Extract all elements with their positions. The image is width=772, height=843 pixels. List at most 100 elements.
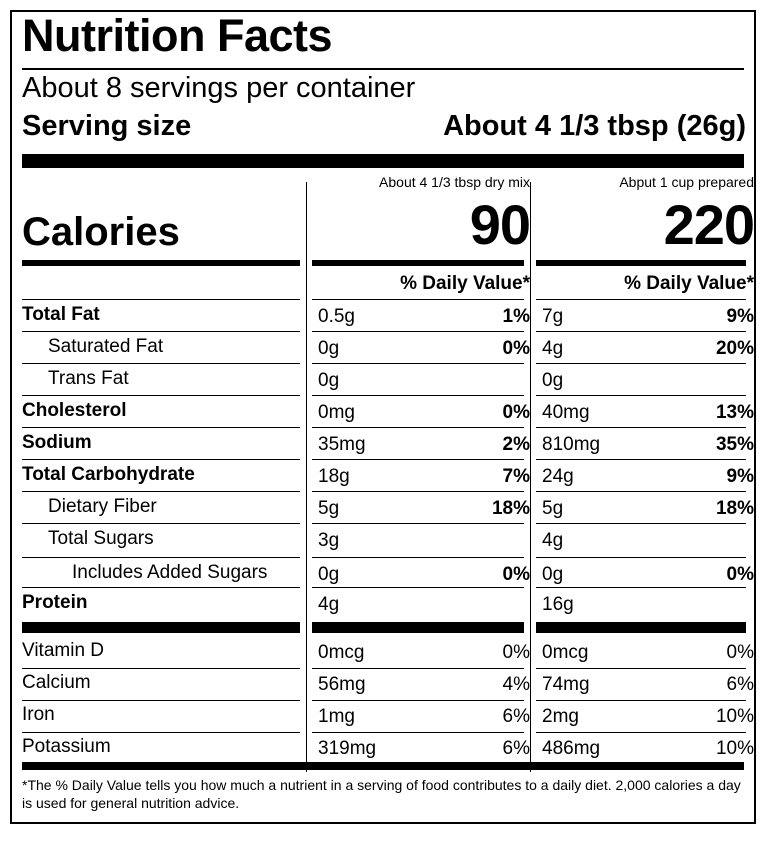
column-1-dv-header: % Daily Value*	[400, 273, 530, 294]
row-rule-head-0	[22, 299, 300, 300]
row-rule-head-1	[312, 299, 524, 300]
vitamin-col2-dv: 10%	[715, 706, 754, 727]
row-rule-0-1	[312, 331, 524, 332]
vitamin-col1-dv: 6%	[502, 738, 530, 759]
row-rule-5-0	[22, 491, 300, 492]
column-1-calories: 90	[469, 193, 531, 256]
calories-rule-col2	[536, 260, 746, 266]
vitamin-col1-dv: 4%	[502, 674, 530, 695]
vitamin-name: Calcium	[22, 672, 91, 693]
row-rule-2-1	[312, 395, 524, 396]
vitamin-col1-amount: 1mg	[318, 706, 355, 727]
vit-rule-2-1	[312, 732, 524, 733]
vitamin-col1-dv: 0%	[502, 642, 530, 663]
vit-rule-0-2	[536, 668, 746, 669]
nutrient-col1-amount: 35mg	[318, 434, 366, 455]
vitamin-col1-amount: 0mcg	[318, 642, 365, 663]
row-rule-3-1	[312, 427, 524, 428]
column-1-header: About 4 1/3 tbsp dry mix	[379, 174, 530, 190]
nutrient-col2-amount: 810mg	[542, 434, 601, 455]
row-rule-4-1	[312, 459, 524, 460]
vit-rule-2-0	[22, 732, 300, 733]
nutrient-name: Includes Added Sugars	[72, 562, 268, 583]
vitamin-col2-amount: 0mcg	[542, 642, 589, 663]
nutrient-col2-dv: 9%	[726, 466, 754, 487]
nutrient-col2-dv: 35%	[715, 434, 754, 455]
nutrient-col2-amount: 7g	[542, 306, 564, 327]
nutrient-col2-amount: 4g	[542, 530, 564, 551]
nutrient-name: Total Carbohydrate	[22, 464, 195, 485]
nutrient-name: Protein	[22, 592, 88, 613]
vitamin-col2-dv: 6%	[726, 674, 754, 695]
row-rule-3-2	[536, 427, 746, 428]
row-rule-0-2	[536, 331, 746, 332]
nutrient-col2-dv: 13%	[715, 402, 754, 423]
nutrient-name: Dietary Fiber	[48, 496, 157, 517]
nutrient-col1-amount: 4g	[318, 594, 340, 615]
nutrient-name: Total Fat	[22, 304, 100, 325]
nutrient-col2-amount: 24g	[542, 466, 574, 487]
nutrient-col1-dv: 0%	[502, 564, 530, 585]
row-rule-8-2	[536, 587, 746, 588]
vitamin-name: Vitamin D	[22, 640, 105, 661]
column-2-header: Abput 1 cup prepared	[619, 174, 754, 190]
row-rule-4-2	[536, 459, 746, 460]
row-rule-head-2	[536, 299, 746, 300]
vit-rule-2-2	[536, 732, 746, 733]
row-rule-2-2	[536, 395, 746, 396]
nutrient-col1-amount: 18g	[318, 466, 350, 487]
row-rule-7-0	[22, 557, 300, 558]
thick-rule-bottom	[22, 762, 744, 770]
row-rule-8-1	[312, 587, 524, 588]
vitamin-name: Potassium	[22, 736, 111, 757]
vitamins-rule-col1	[312, 622, 524, 633]
nutrient-col2-dv: 0%	[726, 564, 754, 585]
row-rule-3-0	[22, 427, 300, 428]
nutrient-name: Saturated Fat	[48, 336, 164, 357]
row-rule-5-2	[536, 491, 746, 492]
row-rule-7-1	[312, 557, 524, 558]
label-title: Nutrition Facts	[22, 10, 333, 61]
servings-per-container: About 8 servings per container	[22, 72, 416, 104]
thick-rule-top	[22, 154, 744, 168]
row-rule-5-1	[312, 491, 524, 492]
column-2-dv-header: % Daily Value*	[624, 273, 754, 294]
nutrient-col1-dv: 0%	[502, 338, 530, 359]
nutrient-col1-dv: 7%	[502, 466, 530, 487]
nutrient-col2-amount: 4g	[542, 338, 564, 359]
nutrient-name: Total Sugars	[48, 528, 154, 549]
nutrient-name: Cholesterol	[22, 400, 127, 421]
vitamins-rule-label	[22, 622, 300, 633]
vitamin-col2-amount: 486mg	[542, 738, 601, 759]
nutrient-col2-amount: 0g	[542, 564, 564, 585]
vitamin-col1-amount: 56mg	[318, 674, 366, 695]
column-divider-2	[530, 182, 531, 772]
nutrient-col2-amount: 16g	[542, 594, 574, 615]
vitamin-col1-dv: 6%	[502, 706, 530, 727]
row-rule-4-0	[22, 459, 300, 460]
nutrient-col1-dv: 1%	[502, 306, 530, 327]
nutrient-col1-amount: 0g	[318, 564, 340, 585]
nutrient-col2-amount: 0g	[542, 370, 564, 391]
nutrient-col1-dv: 18%	[491, 498, 530, 519]
vit-rule-1-0	[22, 700, 300, 701]
row-rule-1-2	[536, 363, 746, 364]
vit-rule-0-1	[312, 668, 524, 669]
serving-size-label: Serving size	[22, 110, 192, 142]
row-rule-6-1	[312, 523, 524, 524]
row-rule-8-0	[22, 587, 300, 588]
row-rule-6-0	[22, 523, 300, 524]
nutrient-col2-dv: 9%	[726, 306, 754, 327]
nutrient-name: Sodium	[22, 432, 92, 453]
title-rule	[22, 68, 744, 70]
footnote: *The % Daily Value tells you how much a …	[22, 777, 741, 811]
row-rule-2-0	[22, 395, 300, 396]
nutrient-col1-dv: 0%	[502, 402, 530, 423]
nutrient-col1-amount: 0.5g	[318, 306, 355, 327]
vitamin-col2-dv: 0%	[726, 642, 754, 663]
calories-label: Calories	[22, 210, 180, 254]
nutrition-facts-label: Nutrition Facts About 8 servings per con…	[10, 10, 756, 824]
calories-rule-label	[22, 260, 300, 266]
calories-rule-col1	[312, 260, 524, 266]
row-rule-1-1	[312, 363, 524, 364]
